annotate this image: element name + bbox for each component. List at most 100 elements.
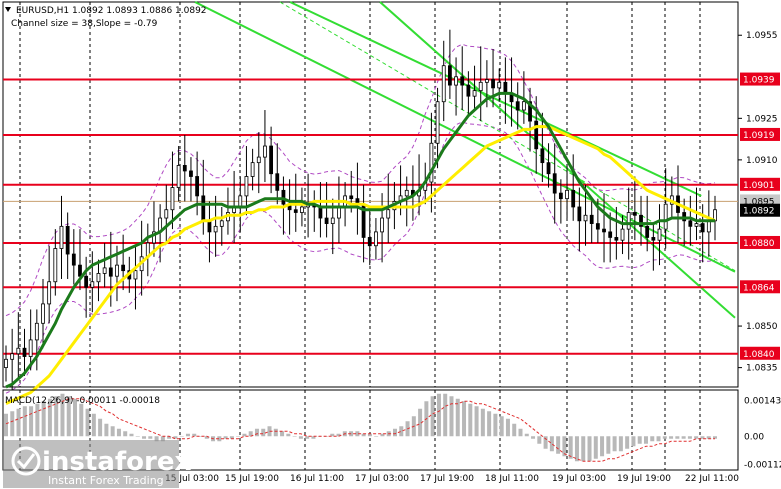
candle-body xyxy=(16,347,21,355)
candle-body xyxy=(59,225,64,249)
macd-bar xyxy=(85,408,90,437)
candle-body xyxy=(694,223,699,227)
macd-bar xyxy=(449,396,454,437)
macd-bar xyxy=(104,423,109,437)
macd-bar xyxy=(474,406,479,437)
candle-body xyxy=(700,223,705,233)
instaforex-logo: instaforex Instant Forex Trading xyxy=(11,446,192,487)
candle-body xyxy=(78,264,82,277)
macd-bar xyxy=(374,436,379,437)
candle-body xyxy=(324,217,329,224)
candle-body xyxy=(577,206,582,222)
macd-bar xyxy=(443,393,448,437)
macd-bar xyxy=(568,436,573,459)
ma-green-line xyxy=(5,91,715,389)
level-label: 1.0864 xyxy=(743,283,775,293)
logo-tagline: Instant Forex Trading xyxy=(48,474,164,487)
candle-body xyxy=(318,206,323,219)
candle-body xyxy=(435,101,440,144)
candle-body xyxy=(10,353,15,360)
macd-bar xyxy=(91,413,96,437)
candle-body xyxy=(65,225,70,255)
ask-label: 1.0895 xyxy=(743,197,775,207)
candle-body xyxy=(441,65,446,103)
candle-body xyxy=(497,81,502,89)
macd-bar xyxy=(631,436,636,447)
macd-bar xyxy=(543,436,548,449)
candle-body xyxy=(337,206,341,219)
envelope-upper xyxy=(5,43,716,317)
macd-bar xyxy=(600,436,605,457)
macd-bar xyxy=(687,436,692,439)
macd-bar xyxy=(286,433,291,437)
current-price-label: 1.0892 xyxy=(743,207,775,217)
candle-body xyxy=(540,148,545,164)
candle-body xyxy=(53,248,58,283)
macd-bar xyxy=(650,436,655,442)
y-tick-label: 1.0955 xyxy=(746,31,778,41)
macd-bar xyxy=(298,436,303,439)
candle-body xyxy=(250,162,255,177)
candle-body xyxy=(300,206,304,213)
macd-bar xyxy=(367,433,372,437)
y-tick-label: 1.0850 xyxy=(746,322,778,332)
macd-bar xyxy=(60,393,65,437)
price-panel: 1.0955 1.0925 1.0910 1.0850 1.0835 1.0939 1.09… xyxy=(2,1,780,405)
macd-bar xyxy=(662,436,667,439)
candle-body xyxy=(238,195,243,208)
macd-bar xyxy=(16,408,21,437)
x-tick-label: 19 Jul 03:00 xyxy=(552,474,606,484)
macd-bar xyxy=(468,403,473,437)
x-tick-label: 17 Jul 03:00 xyxy=(355,474,409,484)
macd-bar xyxy=(612,436,617,452)
candle-body xyxy=(219,220,224,227)
level-label-box xyxy=(740,72,780,86)
macd-bar xyxy=(574,436,579,462)
candle-body xyxy=(528,101,532,122)
candle-body xyxy=(182,165,187,172)
candle-body xyxy=(614,237,619,241)
candle-body xyxy=(263,145,267,158)
candle-body xyxy=(195,176,200,197)
macd-bar xyxy=(462,401,467,437)
candle-body xyxy=(515,101,520,111)
candle-body xyxy=(688,220,693,227)
macd-bar xyxy=(229,436,234,439)
macd-bar xyxy=(192,433,197,437)
logo-icon xyxy=(11,446,41,476)
macd-bar xyxy=(54,396,59,437)
macd-bar xyxy=(173,436,178,439)
macd-y-tick-label: -0.00112 xyxy=(744,460,781,470)
candle-body xyxy=(201,195,206,222)
candle-body xyxy=(663,203,668,230)
channel-lower-line xyxy=(379,1,736,319)
level-label-box xyxy=(740,127,780,141)
logo-check-icon xyxy=(16,453,36,470)
macd-bar xyxy=(129,433,134,437)
macd-bar xyxy=(267,426,272,437)
macd-bar xyxy=(537,436,542,444)
candle-body xyxy=(478,81,483,92)
candle-body xyxy=(121,264,126,272)
x-tick-label: 19 Jul 19:00 xyxy=(617,474,671,484)
x-tick-label: 16 Jul 11:00 xyxy=(290,474,344,484)
macd-bar xyxy=(430,396,435,437)
macd-bar xyxy=(587,436,592,462)
candle-body xyxy=(34,322,39,341)
macd-bar xyxy=(380,433,385,437)
dropdown-triangle-icon[interactable] xyxy=(5,7,11,12)
candle-body xyxy=(558,192,563,200)
candle-body xyxy=(374,231,378,247)
candle-body xyxy=(503,81,508,94)
candle-body xyxy=(472,90,477,97)
candle-body xyxy=(71,253,76,266)
candle-body xyxy=(608,231,613,238)
macd-bar xyxy=(98,418,103,437)
macd-bar xyxy=(142,436,147,439)
channel-info: Channel size = 38,Slope = -0.79 xyxy=(11,19,158,29)
macd-bar xyxy=(524,433,529,437)
candle-body xyxy=(256,156,261,164)
macd-bar xyxy=(79,403,84,437)
candle-body xyxy=(176,165,181,188)
macd-bar xyxy=(656,436,661,442)
